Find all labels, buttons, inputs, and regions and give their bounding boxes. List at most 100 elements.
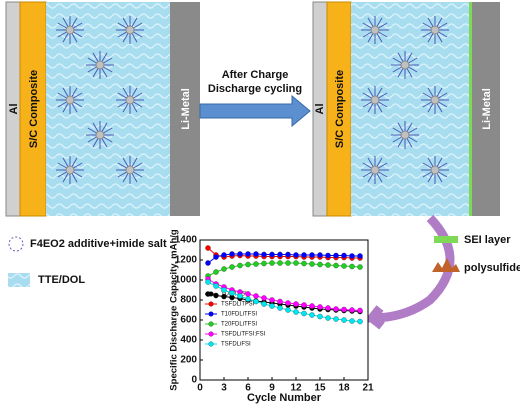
polysulfide-icon: [432, 258, 460, 272]
legend-label: TSFDLiFSI: [221, 342, 251, 348]
data-point: [309, 312, 315, 318]
x-tick-label: 15: [314, 383, 326, 394]
data-point: [341, 263, 347, 269]
y-tick-label: 800: [180, 295, 197, 306]
data-point: [357, 318, 363, 325]
legend-label: T10FDLiTFSI: [221, 312, 257, 318]
additive-legend: F4EO2 additive+imide salt: [30, 238, 167, 250]
data-point: [349, 253, 355, 259]
composite-label: S/C Composite: [334, 70, 346, 148]
data-point: [301, 302, 307, 308]
additive-core: [370, 25, 380, 35]
data-point: [317, 252, 323, 258]
additive-core: [125, 25, 135, 35]
data-point: [261, 295, 267, 301]
data-point: [341, 252, 347, 259]
y-tick-label: 1400: [175, 235, 198, 246]
x-tick-label: 6: [245, 383, 251, 394]
process-arrow: [199, 94, 311, 128]
li-metal: [472, 2, 500, 216]
data-point: [229, 290, 235, 296]
additive-core: [125, 165, 135, 175]
legend-marker: [208, 341, 214, 347]
data-point: [325, 305, 331, 311]
data-point: [213, 269, 219, 275]
left-cell: Al S/C Composite Li-Metal: [5, 1, 200, 217]
data-point: [269, 303, 275, 309]
chart: 0 200 400 600 800 1000 1200 1400 0 3 6 9 12 15 18 21 Cyc…: [169, 229, 374, 404]
data-point: [269, 251, 275, 258]
y-axis-label: Specific Discharge Capacity, mAh/g: [169, 229, 180, 391]
data-point: [277, 298, 283, 305]
legend-marker: [208, 301, 214, 307]
x-axis-label: Cycle Number: [247, 392, 322, 404]
additive-core: [95, 130, 105, 140]
solvent-icon: [8, 273, 30, 287]
data-point: [205, 245, 211, 251]
al-label: Al: [8, 104, 20, 115]
data-point: [333, 306, 339, 312]
legend-marker: [208, 321, 214, 327]
data-point: [261, 251, 267, 258]
additive-core: [400, 130, 410, 140]
data-point: [309, 303, 315, 309]
data-point: [301, 310, 307, 317]
arrow-label: After Charge: [222, 69, 289, 81]
polysulfide-legend: polysulfide: [464, 262, 520, 274]
data-point: [349, 263, 355, 270]
sei-layer: [469, 2, 472, 216]
data-point: [261, 260, 267, 267]
data-point: [317, 304, 323, 310]
y-tick-label: 1000: [175, 275, 198, 286]
data-point: [253, 261, 259, 267]
additive-icon: [8, 236, 24, 252]
data-point: [301, 260, 307, 267]
data-point: [325, 252, 331, 259]
li-metal: [170, 2, 200, 216]
data-point: [269, 260, 275, 266]
data-point: [293, 309, 299, 315]
data-point: [333, 262, 339, 269]
data-point: [205, 279, 211, 285]
data-point: [309, 252, 315, 258]
data-point: [333, 316, 339, 322]
metal-label: Li-Metal: [180, 88, 192, 130]
x-tick-label: 0: [197, 383, 203, 394]
x-tick-label: 18: [338, 383, 350, 394]
data-point: [317, 313, 323, 320]
data-point: [293, 252, 299, 258]
y-tick-label: 1200: [175, 255, 198, 266]
data-point: [293, 260, 299, 266]
data-point: [349, 307, 355, 313]
data-point: [213, 254, 219, 260]
x-tick-label: 9: [269, 383, 275, 394]
additive-core: [65, 25, 75, 35]
data-point: [245, 261, 251, 268]
data-point: [205, 260, 211, 266]
additive-core: [65, 165, 75, 175]
right-cell: Al S/C Composite Li-Metal: [312, 1, 500, 217]
data-point: [237, 293, 243, 299]
data-point: [277, 251, 283, 258]
data-point: [221, 266, 227, 272]
data-point: [285, 300, 291, 306]
data-point: [237, 262, 243, 269]
additive-core: [430, 165, 440, 175]
data-point: [261, 301, 267, 307]
data-point: [253, 298, 259, 305]
data-point: [341, 317, 347, 323]
data-point: [245, 251, 251, 257]
data-point: [357, 253, 363, 259]
data-point: [245, 291, 251, 297]
x-tick-label: 21: [362, 383, 374, 394]
y-tick-label: 400: [180, 335, 197, 346]
data-point: [357, 264, 363, 270]
data-point: [237, 251, 243, 257]
composite-label: S/C Composite: [28, 70, 40, 148]
additive-core: [95, 60, 105, 70]
data-point: [213, 283, 219, 289]
legend-label: TSFDLiTFSI: [221, 302, 255, 308]
data-point: [253, 293, 259, 299]
data-point: [269, 297, 275, 303]
